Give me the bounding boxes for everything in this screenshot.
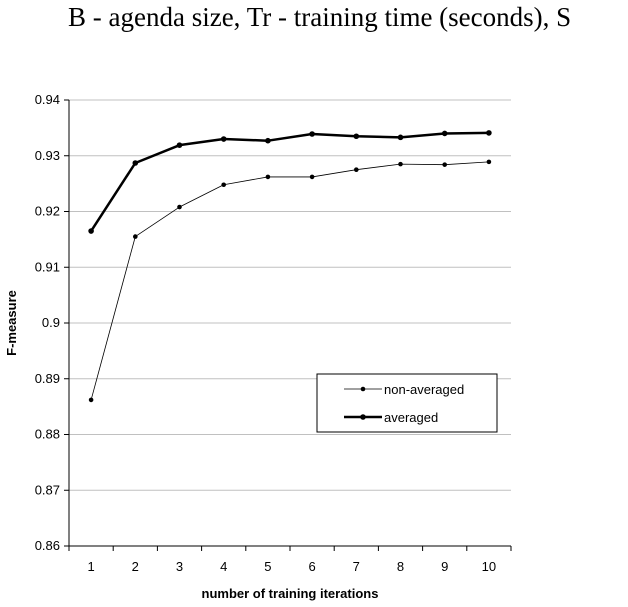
y-tick-label: 0.88 <box>35 427 60 442</box>
data-point <box>265 137 271 144</box>
series-line <box>90 161 489 401</box>
legend-marker <box>360 414 366 420</box>
y-tick-label: 0.91 <box>35 259 60 274</box>
data-point <box>398 161 403 167</box>
data-point <box>265 174 271 180</box>
data-point <box>442 162 448 167</box>
data-point <box>221 182 226 188</box>
x-tick-label: 1 <box>87 559 94 574</box>
data-point <box>354 167 359 172</box>
data-point <box>176 142 183 148</box>
y-tick-label: 0.86 <box>35 538 60 553</box>
x-tick-label: 2 <box>132 559 139 574</box>
x-tick-labels: 1 2 3 4 5 6 7 8 9 10 <box>87 559 496 574</box>
legend-label: non-averaged <box>384 382 464 397</box>
data-point <box>353 133 360 140</box>
series-line <box>90 131 489 232</box>
x-axis-label: number of training iterations <box>202 586 379 601</box>
y-tick-label: 0.94 <box>35 92 60 107</box>
axes <box>64 99 512 551</box>
x-tick-label: 3 <box>176 559 183 574</box>
y-tick-label: 0.92 <box>35 204 60 219</box>
data-point <box>88 397 94 403</box>
series-group <box>88 130 492 403</box>
data-point <box>88 228 94 234</box>
x-tick-label: 7 <box>353 559 360 574</box>
series-averaged <box>88 130 492 234</box>
data-point <box>133 234 138 239</box>
data-point <box>441 130 448 137</box>
data-point <box>309 174 315 180</box>
x-tick-label: 6 <box>308 559 315 574</box>
y-tick-label: 0.87 <box>35 482 60 497</box>
data-point <box>132 160 139 166</box>
y-tick-label: 0.93 <box>35 148 60 163</box>
legend-marker <box>360 386 366 392</box>
x-tick-label: 8 <box>397 559 404 574</box>
data-point <box>486 130 492 136</box>
series-non-averaged <box>88 159 492 403</box>
data-point <box>309 131 315 137</box>
data-point <box>397 134 404 141</box>
legend: non-averaged averaged <box>316 373 498 433</box>
x-tick-label: 10 <box>482 559 496 574</box>
data-point <box>177 204 182 210</box>
x-tick-label: 9 <box>441 559 448 574</box>
figure-caption: B - agenda size, Tr - training time (sec… <box>68 2 572 32</box>
gridlines <box>69 99 511 491</box>
y-tick-label: 0.9 <box>42 315 60 330</box>
data-point <box>220 136 227 142</box>
x-tick-label: 5 <box>264 559 271 574</box>
data-point <box>486 159 492 165</box>
y-axis-label: F-measure <box>4 290 19 356</box>
x-tick-label: 4 <box>220 559 227 574</box>
y-tick-labels: 0.86 0.87 0.88 0.89 0.9 0.91 0.92 0.93 0.94 <box>35 92 60 553</box>
y-tick-label: 0.89 <box>35 371 60 386</box>
legend-box <box>316 373 498 433</box>
legend-label: averaged <box>384 410 438 425</box>
